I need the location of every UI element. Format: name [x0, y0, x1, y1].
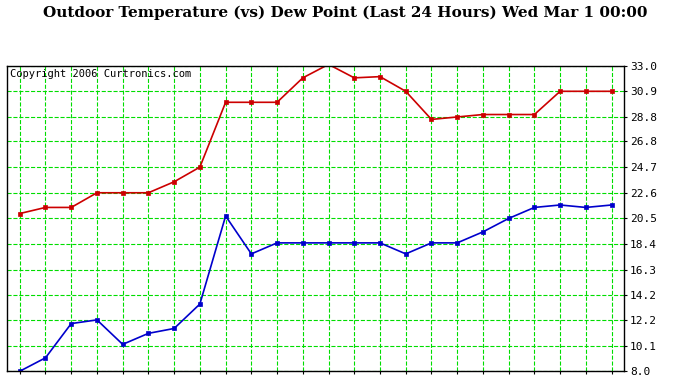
Text: Outdoor Temperature (vs) Dew Point (Last 24 Hours) Wed Mar 1 00:00: Outdoor Temperature (vs) Dew Point (Last… [43, 6, 647, 20]
Text: Copyright 2006 Curtronics.com: Copyright 2006 Curtronics.com [10, 69, 191, 79]
